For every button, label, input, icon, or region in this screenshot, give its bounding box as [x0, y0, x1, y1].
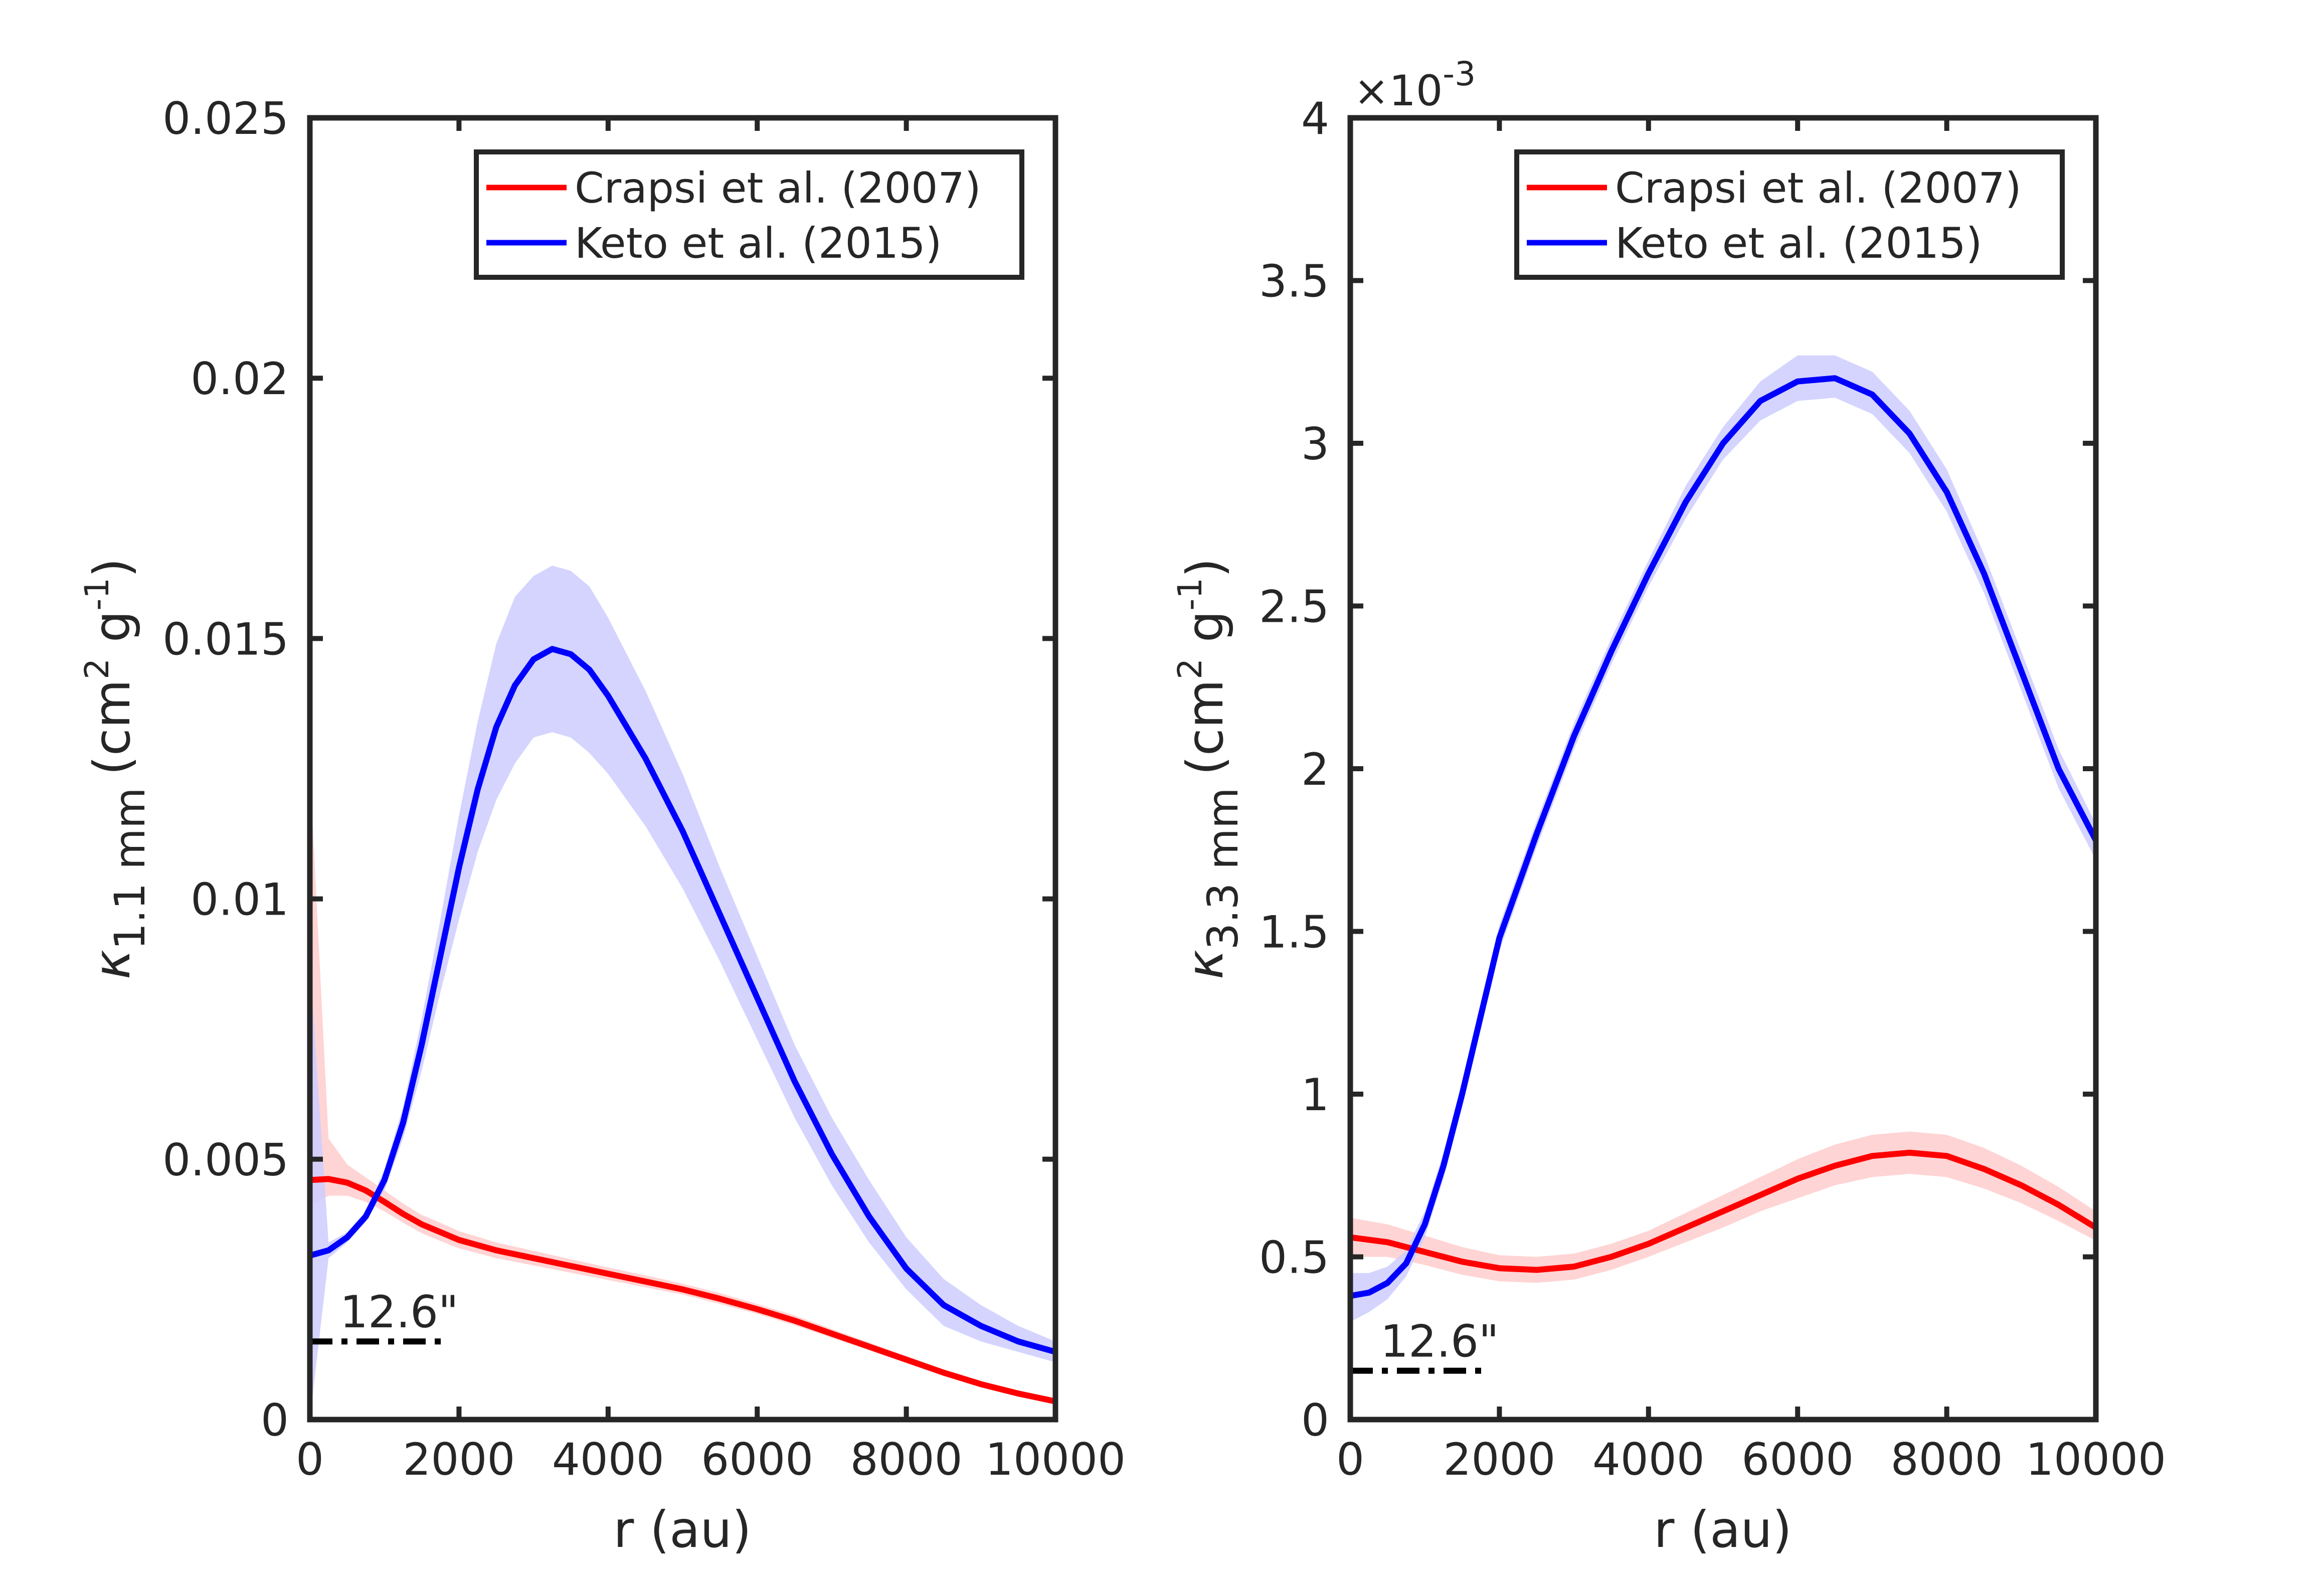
legend-label-crapsi: Crapsi et al. (2007) — [1615, 163, 2022, 213]
x-tick-label: 4000 — [1592, 1434, 1705, 1485]
y-tick-label: 3 — [1301, 418, 1329, 470]
line-keto — [309, 646, 1056, 1355]
axes-frame — [307, 115, 1058, 1423]
x-tick-label: 8000 — [850, 1434, 963, 1485]
line-crapsi — [309, 1176, 1056, 1405]
y-tick-label: 0.02 — [191, 353, 289, 405]
y-axis-symbol: κ — [83, 950, 141, 979]
y-axis-unit-open: (cm — [83, 679, 141, 775]
y-axis-unit-open: (cm — [1176, 679, 1234, 775]
legend-box — [1514, 149, 2065, 280]
x-tick-label: 6000 — [1741, 1434, 1854, 1485]
legend: Crapsi et al. (2007) Keto et al. (2015) — [1514, 149, 2065, 280]
beam-annotation: 12.6" — [310, 1286, 458, 1345]
panel-left: 12.6" 0 2000 4000 6000 8000 10000 00.0050.010… — [78, 93, 1126, 1559]
legend: Crapsi et al. (2007) Keto et al. (2015) — [474, 149, 1024, 280]
band-crapsi — [1350, 1131, 2096, 1283]
panel-right: 12.6" 0 2000 4000 6000 8000 10000 0 0.5 1 1.5 2 2.… — [1171, 55, 2166, 1559]
y-tick-labels: 0 0.005 0.01 0.015 0.02 0.025 — [162, 93, 289, 1446]
x-tick-label: 2000 — [403, 1434, 515, 1485]
y-tick-label: 0.015 — [162, 613, 289, 665]
x-tick-label: 10000 — [985, 1434, 1126, 1485]
y-axis-unit-mid: g — [83, 611, 141, 658]
y-tick-labels: 0 0.5 1 1.5 2 2.5 3 3.5 4 — [1259, 93, 1329, 1446]
series-lines — [309, 646, 1056, 1405]
line-crapsi — [1350, 1149, 2098, 1273]
y-exponent-power: -3 — [1443, 55, 1476, 93]
y-axis-unit-mid: g — [1176, 611, 1234, 658]
y-exponent-base: ×10 — [1354, 66, 1443, 115]
legend-label-keto: Keto et al. (2015) — [1615, 219, 1982, 268]
legend-label-crapsi: Crapsi et al. (2007) — [575, 163, 981, 213]
x-tick-labels: 0 2000 4000 6000 8000 10000 — [296, 1434, 1126, 1485]
y-axis-subscript: 3.3 mm — [1198, 787, 1247, 950]
beam-size-label: 12.6" — [340, 1286, 458, 1338]
x-tick-label: 10000 — [2026, 1434, 2166, 1485]
x-tick-label: 8000 — [1891, 1434, 2003, 1485]
band-keto — [310, 566, 1055, 1420]
beam-size-label: 12.6" — [1380, 1316, 1499, 1367]
confidence-bands — [1350, 355, 2096, 1322]
y-tick-label: 1 — [1301, 1069, 1329, 1121]
x-tick-label: 0 — [296, 1434, 324, 1485]
y-axis-label: κ3.3 mm (cm2 g-1) — [1171, 558, 1247, 979]
y-axis-unit-close: ) — [1176, 558, 1234, 578]
x-tick-label: 0 — [1336, 1434, 1364, 1485]
band-crapsi — [310, 769, 1055, 1403]
y-axis-unit-pow2: -1 — [1171, 578, 1209, 611]
y-axis-unit-pow1: 2 — [1171, 658, 1209, 679]
y-tick-label: 0.025 — [162, 93, 289, 144]
y-tick-label: 0.5 — [1259, 1232, 1329, 1284]
y-tick-label: 0.01 — [191, 874, 289, 926]
y-tick-label: 2.5 — [1259, 581, 1329, 633]
series-lines — [1349, 375, 2099, 1299]
x-axis-label: r (au) — [613, 1500, 752, 1559]
line-keto — [1349, 375, 2099, 1299]
x-tick-labels: 0 2000 4000 6000 8000 10000 — [1336, 1434, 2166, 1485]
y-tick-label: 0 — [1301, 1394, 1329, 1446]
beam-annotation: 12.6" — [1350, 1316, 1499, 1374]
x-tick-label: 6000 — [701, 1434, 813, 1485]
y-tick-label: 4 — [1301, 93, 1329, 144]
y-axis-unit-close: ) — [83, 558, 141, 578]
y-tick-label: 1.5 — [1259, 907, 1329, 958]
y-axis-unit-pow1: 2 — [78, 658, 116, 679]
y-axis-unit-pow2: -1 — [78, 578, 116, 611]
y-axis-subscript: 1.1 mm — [105, 787, 154, 950]
y-tick-label: 0.005 — [162, 1134, 289, 1186]
y-tick-label: 3.5 — [1259, 256, 1329, 307]
legend-box — [474, 149, 1024, 280]
y-axis-symbol: κ — [1176, 950, 1234, 979]
y-axis-label: κ1.1 mm (cm2 g-1) — [78, 558, 154, 979]
y-tick-label: 0 — [261, 1394, 289, 1446]
confidence-bands — [310, 566, 1055, 1420]
x-axis-label: r (au) — [1654, 1500, 1792, 1559]
y-exponent-label: ×10-3 — [1354, 55, 1476, 115]
axis-ticks — [307, 115, 1058, 1422]
x-tick-label: 4000 — [552, 1434, 664, 1485]
y-tick-label: 2 — [1301, 744, 1329, 795]
legend-label-keto: Keto et al. (2015) — [575, 219, 942, 268]
x-tick-label: 2000 — [1443, 1434, 1555, 1485]
axis-ticks — [1348, 115, 2098, 1422]
